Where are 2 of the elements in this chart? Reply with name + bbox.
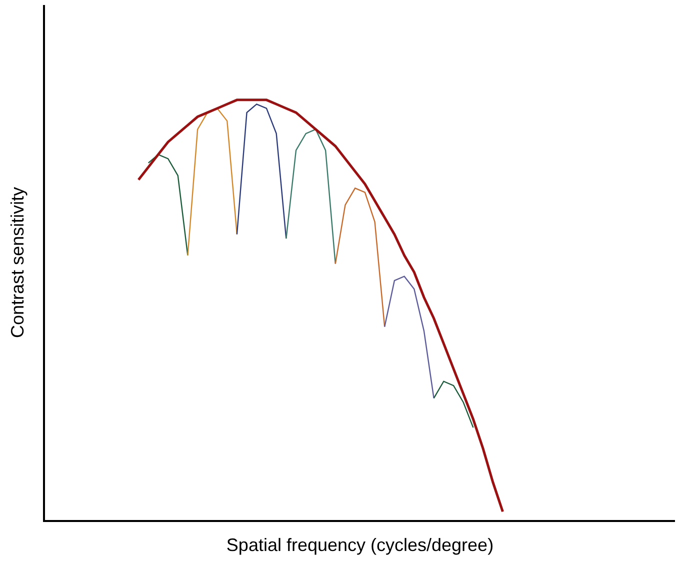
- x-axis-title: Spatial frequency (cycles/degree): [226, 535, 494, 556]
- y-axis-title: Contrast sensitivity: [8, 186, 28, 338]
